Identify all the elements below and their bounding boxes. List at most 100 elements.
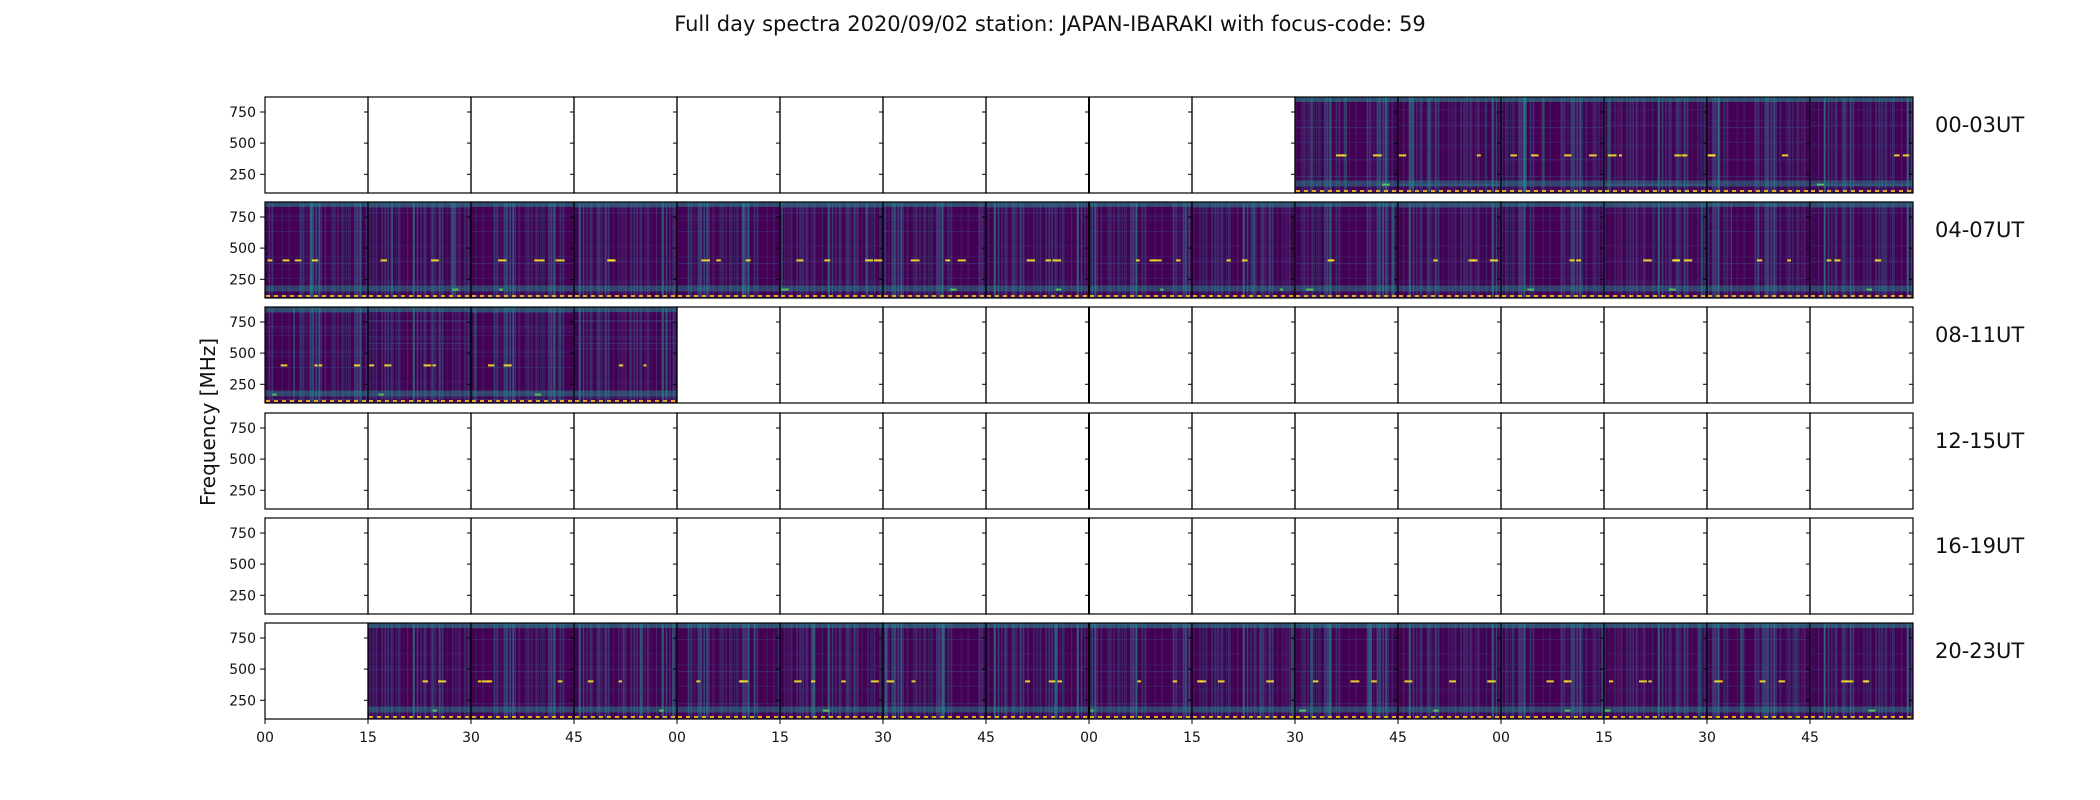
y-tick-label: 750	[229, 210, 256, 226]
spectra-panel	[1397, 517, 1502, 615]
spectra-panel	[264, 96, 369, 194]
y-tick-label: 250	[229, 272, 256, 288]
spectra-panel	[779, 306, 884, 404]
y-tick-label: 250	[229, 167, 256, 183]
spectra-panel	[1088, 517, 1193, 615]
y-tick-label: 250	[229, 483, 256, 499]
x-tick-label: 15	[1595, 730, 1613, 746]
spectra-panel	[1500, 306, 1605, 404]
spectra-panel	[1294, 412, 1399, 510]
x-tick-label: 45	[1801, 730, 1819, 746]
spectra-panel	[1706, 306, 1811, 404]
spectra-panel	[1809, 96, 1914, 194]
spectra-panel	[1706, 96, 1811, 194]
row-label: 16-19UT	[1935, 534, 2024, 558]
spectra-panel	[367, 412, 472, 510]
row-label: 12-15UT	[1935, 429, 2024, 453]
spectra-panel	[1397, 306, 1502, 404]
spectra-panel	[1294, 96, 1399, 194]
spectra-panel	[1603, 201, 1708, 299]
spectra-panel	[573, 96, 678, 194]
spectra-panel	[1706, 622, 1811, 720]
x-tick-label: 30	[1286, 730, 1304, 746]
spectra-panel	[1294, 517, 1399, 615]
spectra-panel	[264, 517, 369, 615]
spectra-panel	[1088, 622, 1193, 720]
spectra-panel	[573, 201, 678, 299]
row-label: 08-11UT	[1935, 323, 2024, 347]
spectra-panel	[470, 517, 575, 615]
spectra-panel	[367, 622, 472, 720]
x-tick-label: 45	[565, 730, 583, 746]
spectra-panel	[1603, 517, 1708, 615]
spectra-panel	[676, 96, 781, 194]
spectra-panel	[1397, 622, 1502, 720]
spectra-panel	[367, 306, 472, 404]
spectra-panel	[985, 201, 1090, 299]
spectra-panel	[573, 306, 678, 404]
spectra-panel	[676, 412, 781, 510]
spectra-panel	[264, 201, 369, 299]
spectra-panel	[1088, 412, 1193, 510]
x-tick-label: 00	[1492, 730, 1510, 746]
chart-title: Full day spectra 2020/09/02 station: JAP…	[674, 12, 1426, 36]
spectra-panel	[882, 306, 987, 404]
x-tick-label: 00	[256, 730, 274, 746]
spectra-panel	[676, 517, 781, 615]
spectra-panel	[367, 201, 472, 299]
spectra-panel	[676, 306, 781, 404]
row-label: 04-07UT	[1935, 218, 2024, 242]
spectra-panel	[367, 517, 472, 615]
x-tick-label: 30	[874, 730, 892, 746]
y-tick-label: 500	[229, 452, 256, 468]
spectra-panel	[264, 412, 369, 510]
x-tick-label: 15	[1183, 730, 1201, 746]
spectra-panel	[1088, 201, 1193, 299]
spectra-panel	[985, 622, 1090, 720]
y-tick-label: 750	[229, 315, 256, 331]
y-tick-label: 250	[229, 693, 256, 709]
y-tick-label: 500	[229, 346, 256, 362]
spectra-panel	[1809, 306, 1914, 404]
spectra-panel	[1500, 517, 1605, 615]
row-label: 20-23UT	[1935, 639, 2024, 663]
spectra-panel	[779, 622, 884, 720]
spectra-panel	[470, 306, 575, 404]
spectra-panel	[985, 412, 1090, 510]
y-tick-label: 750	[229, 105, 256, 121]
spectra-panel	[1191, 201, 1296, 299]
spectra-panel	[264, 306, 369, 404]
spectra-panel	[1397, 412, 1502, 510]
spectra-panel	[1397, 96, 1502, 194]
spectra-panel	[1603, 96, 1708, 194]
spectra-panel	[1809, 517, 1914, 615]
spectra-panel	[573, 622, 678, 720]
spectra-panel	[1603, 306, 1708, 404]
spectra-panel	[264, 622, 369, 720]
spectra-panel	[985, 517, 1090, 615]
spectra-panel	[1088, 96, 1193, 194]
y-tick-label: 500	[229, 662, 256, 678]
x-tick-label: 00	[1080, 730, 1098, 746]
spectra-panel	[779, 412, 884, 510]
y-tick-label: 500	[229, 557, 256, 573]
y-tick-label: 500	[229, 136, 256, 152]
y-tick-label: 250	[229, 377, 256, 393]
spectra-panel	[1706, 412, 1811, 510]
spectra-panel	[985, 96, 1090, 194]
spectra-panel	[573, 412, 678, 510]
spectra-panel	[470, 622, 575, 720]
spectra-panel	[1500, 96, 1605, 194]
spectra-panel	[1500, 201, 1605, 299]
spectra-panel	[1706, 201, 1811, 299]
spectra-panel	[882, 201, 987, 299]
y-tick-label: 750	[229, 631, 256, 647]
x-tick-label: 15	[771, 730, 789, 746]
spectra-panel	[1500, 622, 1605, 720]
y-tick-label: 750	[229, 526, 256, 542]
spectra-panel	[470, 96, 575, 194]
spectra-panel	[1191, 517, 1296, 615]
spectra-panel	[676, 622, 781, 720]
spectra-panel	[1088, 306, 1193, 404]
